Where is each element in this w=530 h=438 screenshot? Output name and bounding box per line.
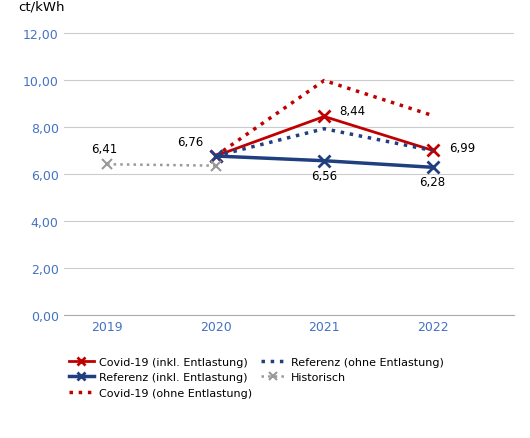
Text: 8,44: 8,44 <box>339 105 365 117</box>
Text: 6,56: 6,56 <box>311 170 337 182</box>
Text: ct/kWh: ct/kWh <box>19 0 65 13</box>
Legend: Covid-19 (inkl. Entlastung), Referenz (inkl. Entlastung), Covid-19 (ohne Entlast: Covid-19 (inkl. Entlastung), Referenz (i… <box>69 357 444 398</box>
Text: 6,28: 6,28 <box>420 176 446 189</box>
Text: 6,76: 6,76 <box>178 136 204 148</box>
Text: 6,41: 6,41 <box>91 142 117 155</box>
Text: 6,99: 6,99 <box>449 141 475 154</box>
